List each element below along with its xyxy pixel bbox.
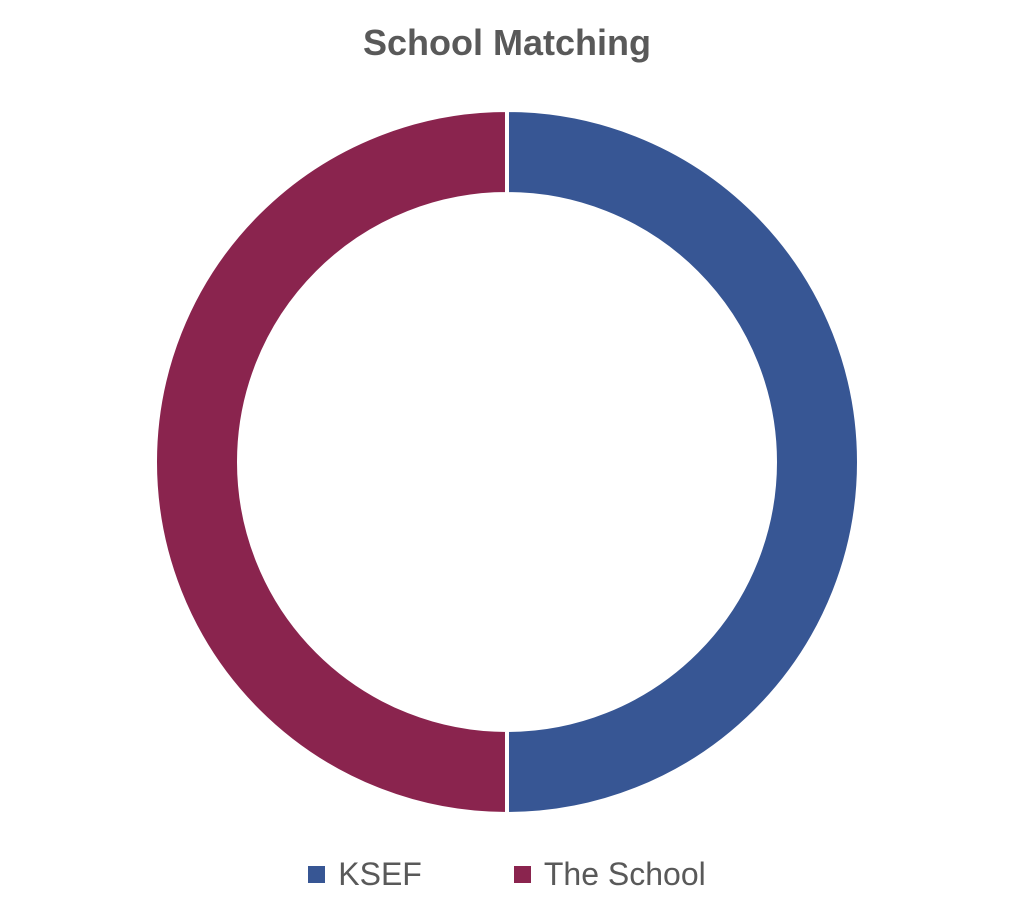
legend-swatch-ksef	[308, 866, 326, 883]
legend-item-the-school[interactable]: The School	[513, 856, 706, 893]
donut-slice-ksef[interactable]	[505, 107, 861, 817]
legend-label-ksef: KSEF	[338, 856, 422, 892]
donut-slice-the-school[interactable]	[153, 107, 509, 817]
legend-label-the-school: The School	[543, 856, 706, 892]
legend-item-ksef[interactable]: KSEF	[308, 856, 422, 893]
chart-title: School Matching	[363, 22, 651, 63]
legend-swatch-the-school	[513, 866, 531, 883]
legend: KSEF The School	[0, 856, 1014, 893]
